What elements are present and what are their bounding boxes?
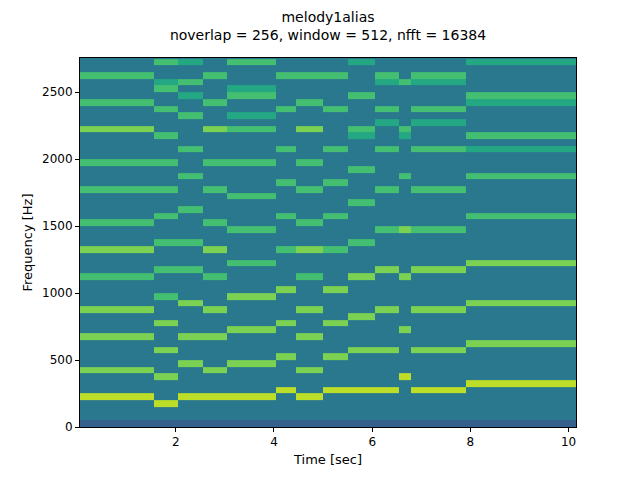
svg-text:1500: 1500 [42, 219, 73, 233]
svg-text:2000: 2000 [42, 152, 73, 166]
svg-text:6: 6 [368, 435, 376, 449]
svg-text:500: 500 [50, 353, 73, 367]
svg-text:Time [sec]: Time [sec] [293, 452, 362, 467]
svg-text:10: 10 [561, 435, 576, 449]
svg-text:2: 2 [172, 435, 180, 449]
svg-text:4: 4 [270, 435, 278, 449]
svg-text:0: 0 [65, 420, 73, 434]
svg-text:Frequency [Hz]: Frequency [Hz] [20, 193, 35, 291]
svg-text:8: 8 [467, 435, 475, 449]
svg-text:melody1aliasnoverlap = 256, wi: melody1aliasnoverlap = 256, window = 512… [170, 9, 486, 43]
svg-text:2500: 2500 [42, 85, 73, 99]
svg-text:1000: 1000 [42, 286, 73, 300]
